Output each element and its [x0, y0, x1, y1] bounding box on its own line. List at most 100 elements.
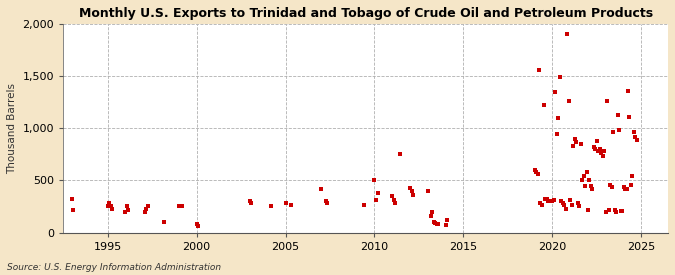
Point [539, 197, 550, 201]
Point [568, 144, 578, 148]
Point [441, 218, 452, 222]
Point [620, 186, 630, 191]
Point [387, 194, 398, 198]
Point [372, 191, 383, 195]
Point [603, 207, 614, 212]
Point [123, 207, 134, 212]
Point [431, 222, 442, 226]
Point [584, 178, 595, 183]
Point [316, 186, 327, 191]
Point [159, 220, 169, 224]
Point [630, 134, 641, 139]
Point [572, 201, 583, 205]
Point [192, 224, 203, 229]
Y-axis label: Thousand Barrels: Thousand Barrels [7, 83, 17, 174]
Point [388, 198, 399, 202]
Point [390, 201, 401, 205]
Point [429, 220, 439, 224]
Point [614, 128, 624, 133]
Point [556, 199, 567, 204]
Point [602, 99, 613, 103]
Point [538, 103, 549, 108]
Point [531, 170, 541, 174]
Point [535, 201, 546, 205]
Point [369, 178, 380, 183]
Point [246, 201, 256, 205]
Point [575, 142, 586, 146]
Point [580, 183, 591, 188]
Point [587, 186, 598, 191]
Point [406, 189, 417, 193]
Point [550, 89, 561, 94]
Point [104, 201, 115, 205]
Point [425, 214, 436, 218]
Point [576, 178, 587, 183]
Point [558, 201, 568, 205]
Point [608, 130, 619, 134]
Point [139, 210, 150, 214]
Point [564, 99, 574, 103]
Point [359, 203, 370, 208]
Point [612, 112, 623, 117]
Point [105, 204, 116, 209]
Point [142, 204, 153, 209]
Point [574, 204, 585, 209]
Point [537, 203, 547, 208]
Point [320, 199, 331, 204]
Point [280, 201, 291, 205]
Point [600, 210, 611, 214]
Point [175, 204, 186, 209]
Point [615, 208, 626, 213]
Point [566, 203, 577, 208]
Point [590, 147, 601, 151]
Point [67, 197, 78, 201]
Point [541, 197, 552, 201]
Point [534, 68, 545, 72]
Point [622, 89, 633, 93]
Point [606, 185, 617, 189]
Point [569, 136, 580, 141]
Point [581, 170, 592, 174]
Point [141, 206, 152, 211]
Point [371, 198, 381, 202]
Point [191, 222, 202, 226]
Point [405, 185, 416, 190]
Point [597, 154, 608, 159]
Point [547, 199, 558, 204]
Point [176, 204, 187, 209]
Point [610, 207, 620, 212]
Point [618, 185, 629, 189]
Point [560, 206, 571, 211]
Point [596, 151, 607, 155]
Point [102, 204, 113, 209]
Point [433, 222, 443, 226]
Point [244, 199, 255, 204]
Point [423, 189, 433, 193]
Point [553, 116, 564, 120]
Point [617, 208, 628, 213]
Point [529, 168, 540, 172]
Point [265, 204, 276, 209]
Point [286, 203, 297, 208]
Point [321, 201, 332, 205]
Point [559, 203, 570, 208]
Point [570, 140, 581, 144]
Point [440, 223, 451, 227]
Title: Monthly U.S. Exports to Trinidad and Tobago of Crude Oil and Petroleum Products: Monthly U.S. Exports to Trinidad and Tob… [78, 7, 653, 20]
Point [621, 186, 632, 191]
Point [408, 193, 418, 197]
Point [586, 183, 597, 188]
Point [624, 114, 635, 119]
Point [595, 147, 605, 151]
Point [578, 174, 589, 178]
Point [589, 145, 599, 149]
Point [565, 198, 576, 202]
Point [627, 174, 638, 178]
Point [543, 199, 554, 204]
Point [626, 182, 637, 187]
Point [68, 207, 79, 212]
Point [628, 130, 639, 134]
Point [605, 182, 616, 187]
Point [122, 204, 132, 209]
Point [583, 207, 593, 212]
